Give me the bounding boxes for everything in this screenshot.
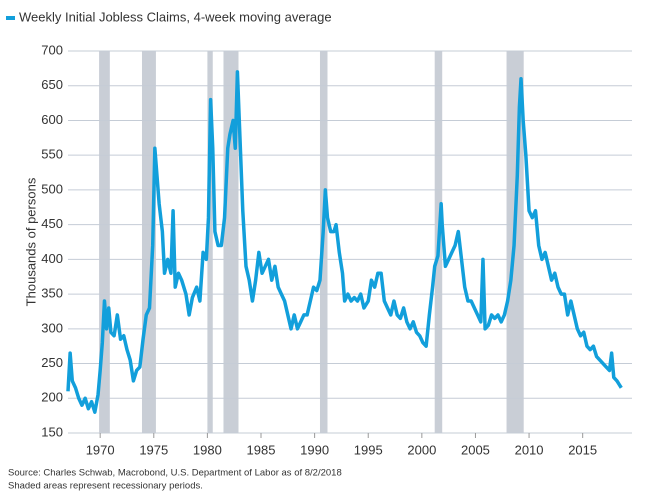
y-tick-label: 250 [41, 355, 63, 370]
x-tick-label: 2000 [407, 442, 436, 457]
y-tick-label: 650 [41, 77, 63, 92]
source: Source: Charles Schwab, Macrobond, U.S. … [8, 468, 342, 479]
x-tick-label: 1975 [139, 442, 168, 457]
recession-band [99, 51, 110, 433]
y-tick-label: 450 [41, 216, 63, 231]
x-tick-label: 1985 [247, 442, 276, 457]
y-tick-label: 600 [41, 112, 63, 127]
series-line [66, 70, 623, 414]
x-tick-label: 1980 [193, 442, 222, 457]
y-tick-label: 550 [41, 147, 63, 162]
y-axis-label: Thousands of persons [23, 177, 38, 306]
y-tick-label: 400 [41, 251, 63, 266]
y-tick-label: 700 [41, 42, 63, 57]
x-tick-label: 1990 [300, 442, 329, 457]
x-tick-label: 1995 [354, 442, 383, 457]
x-tick-label: 1970 [86, 442, 115, 457]
x-tick-label: 2010 [515, 442, 544, 457]
y-tick-label: 200 [41, 390, 63, 405]
y-tick-label: 500 [41, 181, 63, 196]
x-tick-label: 2015 [568, 442, 597, 457]
recession-band [207, 51, 213, 433]
legend-label: Weekly Initial Jobless Claims, 4-week mo… [19, 9, 332, 24]
y-tick-label: 300 [41, 320, 63, 335]
y-tick-label: 150 [41, 424, 63, 439]
y-tick-label: 350 [41, 286, 63, 301]
note: Shaded areas represent recessionary peri… [8, 481, 203, 492]
x-tick-label: 2005 [461, 442, 490, 457]
recession-band [141, 51, 156, 433]
